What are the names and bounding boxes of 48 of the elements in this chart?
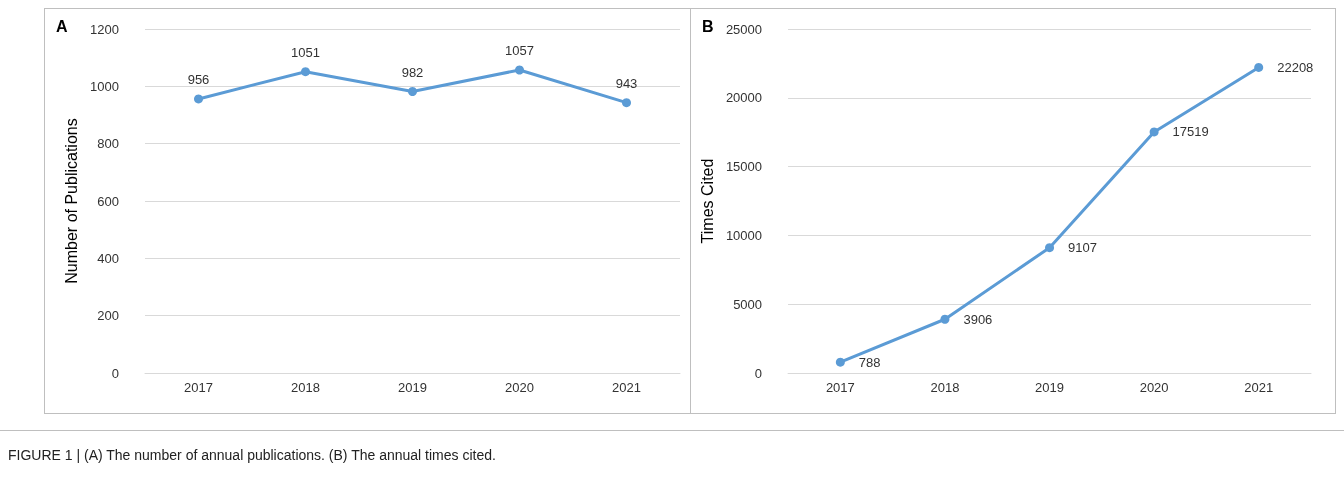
- point: [301, 67, 310, 77]
- data-label: 956: [187, 72, 210, 88]
- x-tick-label: 2017: [825, 380, 855, 395]
- data-label: 17519: [1172, 124, 1209, 140]
- y-tick-label: 800: [97, 136, 119, 152]
- data-label: 1051: [291, 45, 320, 61]
- y-tick-label: 0: [111, 365, 119, 381]
- y-tick-label: 200: [97, 308, 119, 324]
- x-tick-label: 2018: [930, 380, 960, 395]
- y-tick-label: 600: [97, 193, 119, 209]
- chart-title: A: [56, 17, 68, 35]
- point: [622, 98, 631, 108]
- data-label: 1057: [505, 43, 534, 59]
- y-tick-label: 15000: [725, 159, 763, 175]
- x-tick-label: 2019: [398, 380, 427, 395]
- point: [1045, 243, 1055, 253]
- y-tick-label: 20000: [725, 90, 763, 106]
- x-tick-label: 2020: [505, 380, 534, 395]
- data-label: 9107: [1068, 240, 1097, 256]
- x-tick-label: 2018: [291, 380, 320, 395]
- point: [408, 87, 417, 96]
- point: [1149, 127, 1159, 137]
- y-tick-label: 10000: [725, 227, 763, 243]
- data-label: 22208: [1277, 59, 1314, 75]
- data-label: 788: [858, 354, 881, 370]
- point: [1254, 62, 1264, 72]
- x-tick-label: 2021: [1244, 380, 1274, 395]
- y-tick-label: 5000: [733, 296, 763, 312]
- point: [835, 357, 845, 367]
- y-axis-title: Number of Publications: [62, 118, 80, 284]
- data-label: 982: [401, 64, 424, 80]
- point: [515, 65, 524, 75]
- chart-title: B: [702, 17, 714, 35]
- x-tick-label: 2017: [184, 380, 213, 395]
- data-label: 943: [615, 76, 638, 92]
- y-axis-title: Times Cited: [698, 158, 716, 244]
- caption: FIGURE 1 | (A) The number of annual publications. (B) The annual times cited.: [8, 447, 497, 463]
- y-tick-label: 1000: [90, 78, 119, 94]
- y-tick-label: 25000: [725, 21, 763, 37]
- x-tick-label: 2020: [1139, 380, 1169, 395]
- point: [194, 94, 203, 104]
- y-tick-label: 400: [97, 250, 119, 266]
- x-tick-label: 2019: [1035, 380, 1064, 395]
- y-tick-label: 0: [754, 365, 763, 381]
- x-tick-label: 2021: [612, 380, 641, 395]
- y-tick-label: 1200: [90, 21, 119, 37]
- point: [940, 314, 950, 324]
- data-label: 3906: [963, 311, 993, 327]
